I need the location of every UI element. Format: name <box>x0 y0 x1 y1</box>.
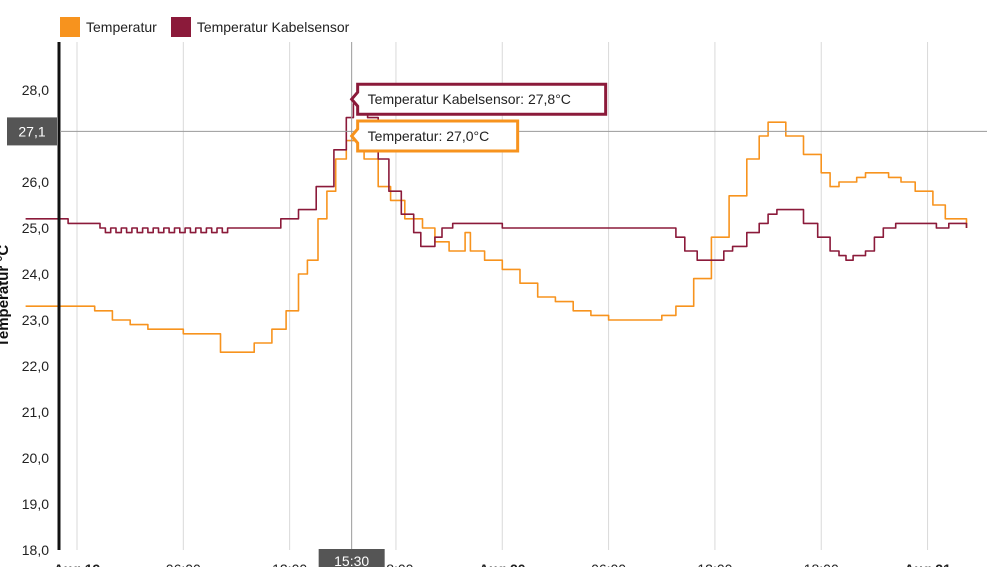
x-tick-label: 12:00 <box>697 561 732 567</box>
y-tick-label: 19,0 <box>22 496 49 512</box>
y-tick-label: 26,0 <box>22 174 49 190</box>
y-tick-label: 18,0 <box>22 542 49 558</box>
y-tick-label: 25,0 <box>22 220 49 236</box>
cursor-y-value-label: 27,1 <box>18 123 45 139</box>
x-tick-label: 06:00 <box>166 561 201 567</box>
tooltips: Temperatur Kabelsensor: 27,8°C Temperatur… <box>349 82 608 153</box>
y-axis-label: Temperatur °C <box>0 245 12 348</box>
y-tick-label: 22,0 <box>22 358 49 374</box>
grid-lines <box>76 42 929 550</box>
y-axis-tick-labels: 18,019,020,021,022,023,024,025,026,027,0… <box>22 82 49 558</box>
x-tick-label: 18:00 <box>804 561 839 567</box>
series-line-temperatur-kabelsensor <box>25 93 968 261</box>
y-tick-label: 21,0 <box>22 404 49 420</box>
x-tick-label: Aug 21 <box>904 561 951 567</box>
y-tick-label: 24,0 <box>22 266 49 282</box>
legend-swatch-temperatur-kabelsensor <box>170 17 191 37</box>
y-tick-label: 20,0 <box>22 450 49 466</box>
x-tick-label: Aug 20 <box>479 561 526 567</box>
x-tick-label: 12:00 <box>272 561 307 567</box>
series-line-temperatur <box>25 121 968 353</box>
x-tick-label: 06:00 <box>591 561 626 567</box>
tooltip-text: Temperatur: 27,0°C <box>368 128 490 144</box>
legend-swatch-temperatur <box>60 17 80 37</box>
tooltip-box <box>349 82 608 116</box>
cursor-x-value-label: 15:30 <box>334 553 369 567</box>
tooltip-text: Temperatur Kabelsensor: 27,8°C <box>368 91 571 107</box>
legend-label-temperatur-kabelsensor: Temperatur Kabelsensor <box>196 19 350 35</box>
tooltip-box <box>349 119 520 153</box>
chart-legend: Temperatur Temperatur Kabelsensor <box>60 16 363 38</box>
legend-label-temperatur: Temperatur <box>86 19 157 35</box>
cursor-x-value-box <box>318 549 385 567</box>
crosshair-cursor: 27,1 15:30 <box>7 42 987 567</box>
x-tick-label: 18:00 <box>378 561 413 567</box>
cursor-y-value-box <box>7 117 57 146</box>
y-tick-label: 23,0 <box>22 312 49 328</box>
y-tick-label: 28,0 <box>22 82 49 98</box>
x-axis-tick-labels: Aug 19 06:00 12:00 18:00 Aug 20 06:00 12:00 18:… <box>54 561 951 567</box>
legend-item-temperatur-kabelsensor[interactable]: Temperatur Kabelsensor <box>170 17 350 37</box>
x-tick-label: Aug 19 <box>54 561 101 567</box>
legend-item-temperatur[interactable]: Temperatur <box>60 17 157 37</box>
